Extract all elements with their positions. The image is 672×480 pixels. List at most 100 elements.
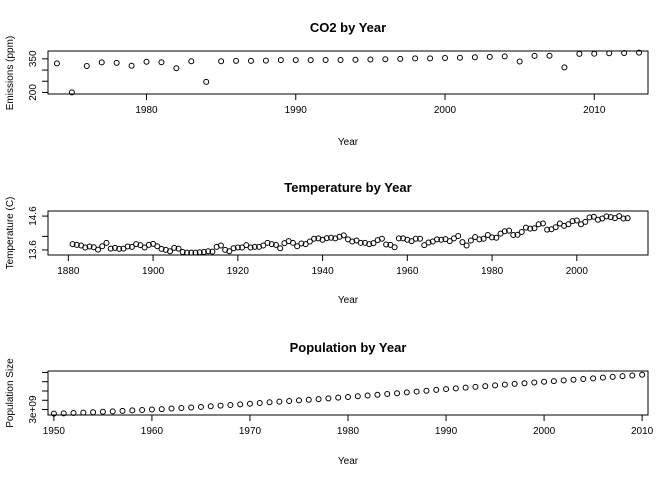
data-point bbox=[340, 232, 347, 239]
plot-frame bbox=[47, 50, 649, 95]
data-point bbox=[129, 407, 136, 414]
data-point bbox=[463, 242, 470, 249]
data-point bbox=[247, 57, 254, 64]
data-point bbox=[516, 58, 523, 65]
data-point bbox=[192, 249, 199, 256]
chart-title: Temperature by Year bbox=[284, 180, 411, 195]
x-tick-label: 1920 bbox=[227, 266, 250, 277]
y-tick-label: 14.6 bbox=[28, 206, 39, 226]
data-point bbox=[103, 239, 110, 246]
data-point bbox=[200, 248, 207, 255]
data-point bbox=[113, 59, 120, 66]
data-point bbox=[357, 239, 364, 246]
x-tick-label: 1990 bbox=[285, 105, 308, 116]
x-tick-label: 1980 bbox=[337, 426, 360, 437]
panel-temperature: Temperature by Year Year Temperature (C)… bbox=[5, 180, 649, 306]
data-point bbox=[335, 394, 342, 401]
data-point bbox=[70, 409, 77, 416]
data-point bbox=[352, 56, 359, 63]
data-point bbox=[531, 52, 538, 59]
x-tick-label: 1980 bbox=[135, 105, 158, 116]
data-point bbox=[482, 383, 489, 390]
data-point bbox=[209, 248, 216, 255]
data-point bbox=[158, 406, 165, 413]
data-point bbox=[382, 56, 389, 63]
data-point bbox=[218, 58, 225, 65]
data-point bbox=[443, 386, 450, 393]
data-point bbox=[205, 248, 212, 255]
x-tick-label: 2000 bbox=[533, 426, 556, 437]
data-point bbox=[98, 59, 105, 66]
data-point bbox=[531, 225, 538, 232]
data-point bbox=[99, 408, 106, 415]
data-point bbox=[514, 231, 521, 238]
data-point bbox=[133, 241, 140, 248]
data-point bbox=[452, 385, 459, 392]
data-point bbox=[173, 65, 180, 72]
data-point bbox=[442, 54, 449, 61]
data-point bbox=[322, 56, 329, 63]
data-point bbox=[277, 57, 284, 64]
x-tick-label: 1900 bbox=[142, 266, 165, 277]
data-point bbox=[378, 235, 385, 242]
data-point bbox=[323, 235, 330, 242]
data-point bbox=[251, 243, 258, 250]
data-point bbox=[306, 238, 313, 245]
data-point bbox=[203, 78, 210, 85]
x-axis-label: Year bbox=[338, 295, 359, 306]
data-point bbox=[413, 388, 420, 395]
data-point bbox=[425, 239, 432, 246]
data-point bbox=[580, 375, 587, 382]
data-point bbox=[511, 380, 518, 387]
x-axis-label: Year bbox=[338, 137, 359, 148]
data-point bbox=[527, 225, 534, 232]
data-point bbox=[573, 217, 580, 224]
data-point bbox=[370, 240, 377, 247]
data-point bbox=[383, 241, 390, 248]
data-point bbox=[459, 239, 466, 246]
data-point bbox=[629, 372, 636, 379]
data-point bbox=[446, 238, 453, 245]
data-point bbox=[639, 371, 646, 378]
data-point bbox=[305, 396, 312, 403]
data-point bbox=[145, 241, 152, 248]
plot-frame bbox=[47, 210, 649, 256]
data-point bbox=[501, 228, 508, 235]
data-point bbox=[569, 218, 576, 225]
data-point bbox=[247, 244, 254, 251]
data-point bbox=[90, 409, 97, 416]
data-point bbox=[109, 408, 116, 415]
data-point bbox=[196, 249, 203, 256]
data-point bbox=[217, 242, 224, 249]
x-tick-label: 2000 bbox=[566, 266, 589, 277]
chart-title: Population by Year bbox=[290, 340, 407, 355]
data-point bbox=[619, 373, 626, 380]
data-point bbox=[311, 235, 318, 242]
y-tick-label: 13.6 bbox=[28, 240, 39, 260]
data-point bbox=[492, 382, 499, 389]
x-tick-label: 1990 bbox=[435, 426, 458, 437]
data-point bbox=[620, 215, 627, 222]
data-point bbox=[467, 237, 474, 244]
data-point bbox=[276, 398, 283, 405]
x-tick-label: 2010 bbox=[583, 105, 606, 116]
data-point bbox=[349, 238, 356, 245]
data-point bbox=[307, 57, 314, 64]
data-point bbox=[394, 390, 401, 397]
data-point bbox=[119, 407, 126, 414]
data-point bbox=[294, 243, 301, 250]
panel-population: Population by Year Year Population Size … bbox=[5, 340, 654, 467]
data-point bbox=[80, 409, 87, 416]
data-point bbox=[590, 375, 597, 382]
data-point bbox=[246, 400, 253, 407]
data-point bbox=[621, 50, 628, 57]
data-point bbox=[455, 233, 462, 240]
data-point bbox=[73, 241, 80, 248]
data-point bbox=[197, 403, 204, 410]
data-point bbox=[315, 396, 322, 403]
y-tick-label: 3e+09 bbox=[28, 395, 39, 424]
data-point bbox=[325, 395, 332, 402]
data-point bbox=[207, 403, 214, 410]
data-point bbox=[298, 240, 305, 247]
